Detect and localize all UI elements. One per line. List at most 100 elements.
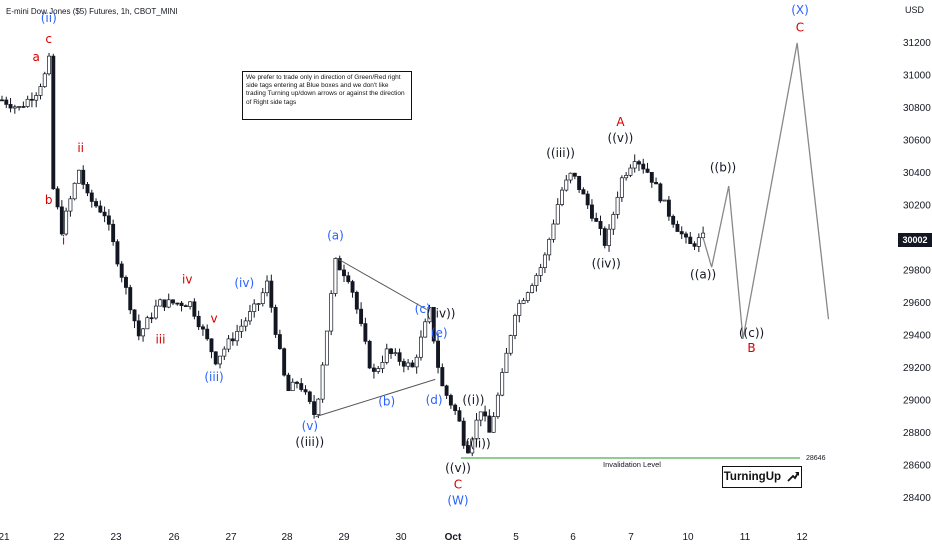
candle-body <box>29 98 34 101</box>
x-tick-label: 5 <box>513 532 519 543</box>
candle-body <box>363 323 368 342</box>
candle-body <box>303 389 308 393</box>
candle-body <box>51 55 56 190</box>
candle-body <box>495 394 500 417</box>
candle-body <box>111 223 116 243</box>
wave-label: ((v)) <box>608 131 634 145</box>
candle-body <box>572 172 577 177</box>
candle-body <box>371 367 376 372</box>
candle-body <box>320 364 325 400</box>
candle-body <box>611 214 616 230</box>
chart-title: E-mini Dow Jones ($5) Futures, 1h, CBOT_… <box>6 7 178 16</box>
candle-body <box>354 291 359 310</box>
candle-body <box>162 299 167 308</box>
candle-body <box>273 307 278 335</box>
candle-body <box>419 336 423 358</box>
candle-body <box>534 275 539 287</box>
candle-body <box>47 55 51 75</box>
wave-label: ((iii)) <box>295 435 324 449</box>
wave-label: ((iv)) <box>426 307 455 321</box>
candle-body <box>337 258 342 271</box>
candle-body <box>329 293 334 332</box>
candle-body <box>102 211 107 217</box>
candle-body <box>359 308 364 324</box>
candle-body <box>423 321 428 338</box>
triangle-lower-line <box>315 378 436 418</box>
turning-up-label: TurningUp <box>723 471 782 483</box>
candle-body <box>619 177 624 198</box>
candle-body <box>25 98 30 107</box>
wave-label: (c) <box>415 302 431 316</box>
candle-body <box>141 328 146 337</box>
candle-body <box>256 303 261 305</box>
candle-body <box>508 335 513 354</box>
candle-body <box>179 302 184 306</box>
x-tick-label: 27 <box>225 532 237 543</box>
candle-body <box>585 193 590 206</box>
candle-body <box>42 73 47 88</box>
wave-label: ((i)) <box>462 393 484 407</box>
candle-body <box>239 325 244 332</box>
candle-body <box>342 269 346 277</box>
x-tick-label: 30 <box>395 532 407 543</box>
y-tick-label: 31000 <box>903 71 931 82</box>
wave-label: ((v)) <box>445 461 471 475</box>
candle-body <box>136 320 141 337</box>
wave-label: B <box>747 341 755 355</box>
candle-body <box>299 383 304 390</box>
wave-label: (iv) <box>234 276 254 290</box>
candle-body <box>410 362 415 368</box>
candle-body <box>525 292 530 301</box>
wave-label: (e) <box>431 326 448 340</box>
candle-body <box>431 306 436 342</box>
x-tick-label: 7 <box>628 532 634 543</box>
candle-body <box>192 301 197 317</box>
candle-body <box>406 362 411 367</box>
candlestick-series <box>0 52 706 457</box>
candle-body <box>98 205 103 213</box>
candle-body <box>560 189 564 205</box>
x-axis: 21 22 23 26 27 28 29 30 Oct 5 6 7 10 11 12 <box>0 532 808 543</box>
candle-body <box>645 168 650 173</box>
candle-body <box>346 275 351 282</box>
candle-body <box>0 99 4 102</box>
candle-body <box>81 169 86 185</box>
candle-body <box>94 201 98 207</box>
candle-body <box>684 233 688 238</box>
candle-body <box>205 328 210 340</box>
candle-body <box>658 183 663 202</box>
candle-body <box>594 217 599 222</box>
candle-body <box>106 215 111 225</box>
wave-label: C <box>454 477 462 491</box>
candle-body <box>324 330 329 366</box>
candle-body <box>333 258 338 294</box>
y-tick-label: 30800 <box>903 103 931 114</box>
candle-body <box>213 351 218 365</box>
candle-body <box>679 231 684 235</box>
candle-body <box>427 306 432 323</box>
candle-body <box>218 355 222 365</box>
candle-body <box>577 175 582 190</box>
candle-body <box>38 86 43 96</box>
wave-label: v <box>210 312 217 326</box>
candle-body <box>564 179 569 191</box>
wave-label: ((b)) <box>710 160 736 174</box>
wave-label: (b) <box>378 394 395 408</box>
candle-body <box>76 169 81 184</box>
candle-body <box>436 340 441 368</box>
candle-body <box>171 299 175 304</box>
candle-body <box>200 326 205 330</box>
wave-label: (X) <box>791 3 809 17</box>
candle-body <box>153 305 158 319</box>
candle-body <box>222 348 227 357</box>
candle-body <box>158 299 163 307</box>
candle-body <box>393 352 398 355</box>
candle-body <box>521 300 526 304</box>
wave-label: ((a)) <box>690 268 716 282</box>
wave-label: ((iv)) <box>592 256 621 270</box>
candle-body <box>598 221 603 229</box>
candle-body <box>307 391 312 402</box>
candle-body <box>538 267 543 276</box>
